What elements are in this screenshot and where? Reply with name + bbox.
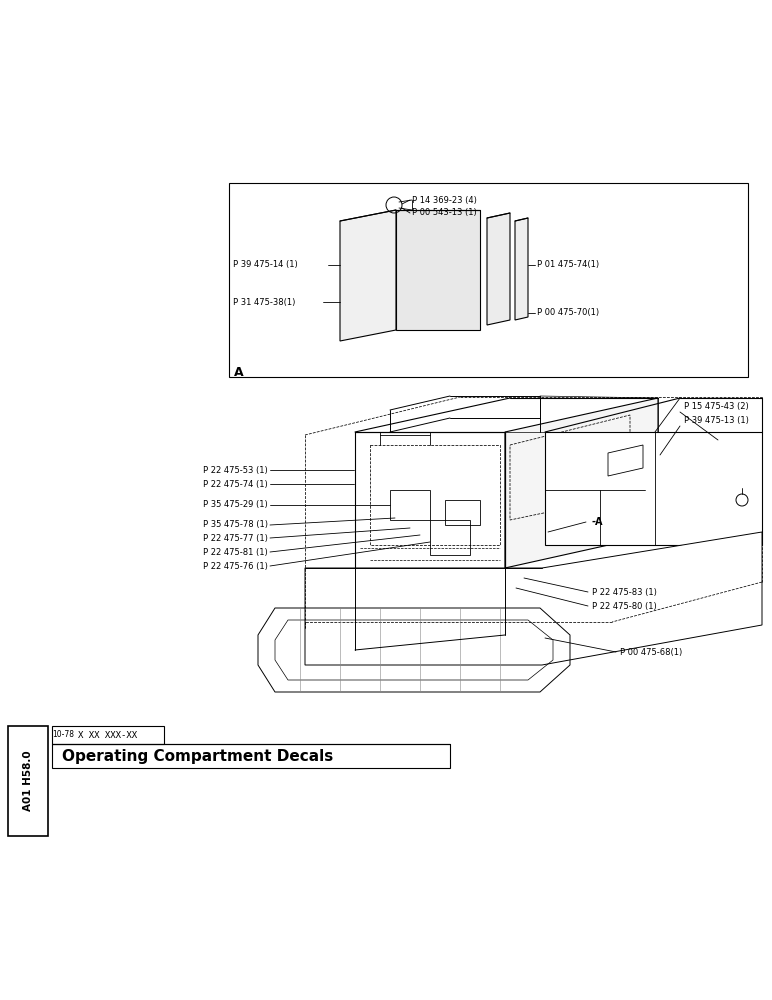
Text: 10-78: 10-78 xyxy=(52,730,74,739)
Text: P 00 475-68(1): P 00 475-68(1) xyxy=(620,648,682,656)
Text: -A: -A xyxy=(592,517,604,527)
Text: P 00 475-70(1): P 00 475-70(1) xyxy=(537,308,599,318)
Bar xyxy=(8,726,48,836)
Text: P 14 369-23 (4): P 14 369-23 (4) xyxy=(412,196,477,205)
Text: P 00 543-13 (1): P 00 543-13 (1) xyxy=(412,209,477,218)
Bar xyxy=(52,726,164,744)
Polygon shape xyxy=(340,210,396,341)
Polygon shape xyxy=(545,432,762,545)
Text: P 22 475-81 (1): P 22 475-81 (1) xyxy=(203,548,268,556)
Text: P 39 475-13 (1): P 39 475-13 (1) xyxy=(684,416,749,424)
Bar xyxy=(229,183,748,377)
Text: P 22 475-77 (1): P 22 475-77 (1) xyxy=(203,534,268,542)
Text: A01 H58.0: A01 H58.0 xyxy=(23,751,33,811)
Text: X XX XXX-XX: X XX XXX-XX xyxy=(79,730,137,740)
Polygon shape xyxy=(396,210,480,330)
Polygon shape xyxy=(355,432,505,568)
Text: P 22 475-80 (1): P 22 475-80 (1) xyxy=(592,601,657,610)
Polygon shape xyxy=(487,213,510,325)
Text: P 22 475-74 (1): P 22 475-74 (1) xyxy=(203,480,268,488)
Text: P 01 475-74(1): P 01 475-74(1) xyxy=(537,260,599,269)
Text: P 39 475-14 (1): P 39 475-14 (1) xyxy=(233,260,298,269)
Bar xyxy=(52,744,450,768)
Polygon shape xyxy=(515,218,528,320)
Text: A: A xyxy=(234,365,244,378)
Text: P 15 475-43 (2): P 15 475-43 (2) xyxy=(684,401,749,410)
Polygon shape xyxy=(505,398,658,568)
Text: P 22 475-76 (1): P 22 475-76 (1) xyxy=(203,562,268,570)
Text: P 31 475-38(1): P 31 475-38(1) xyxy=(233,298,296,306)
Text: Operating Compartment Decals: Operating Compartment Decals xyxy=(62,748,334,764)
Text: P 22 475-53 (1): P 22 475-53 (1) xyxy=(203,466,268,475)
Text: P 22 475-83 (1): P 22 475-83 (1) xyxy=(592,587,657,596)
Text: P 35 475-29 (1): P 35 475-29 (1) xyxy=(203,500,268,510)
Text: P 35 475-78 (1): P 35 475-78 (1) xyxy=(203,520,268,530)
Polygon shape xyxy=(305,532,762,665)
